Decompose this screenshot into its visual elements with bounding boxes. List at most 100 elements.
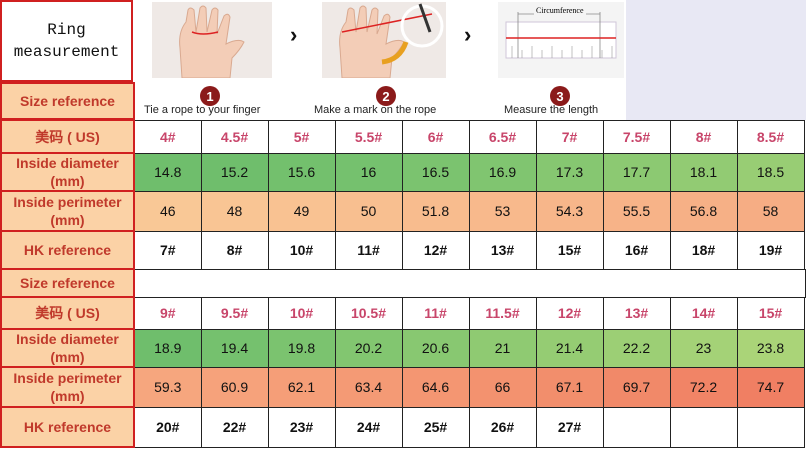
inside-diameter-label: Inside diameter (mm) [0,328,135,368]
dia-value-cell: 22.2 [602,328,671,368]
per-value-cell: 55.5 [602,190,671,232]
hk-value-cell: 24# [334,406,403,448]
table-row: Inside diameter (mm) 14.8 15.2 15.6 16 16.5 16… [0,152,805,192]
us-value-cell: 9# [133,296,202,330]
hk-value-cell [669,406,738,448]
inside-perimeter-label: Inside perimeter (mm) [0,366,135,408]
per-value-cell: 72.2 [669,366,738,408]
size-reference-row: Size reference [0,268,806,298]
dia-value-cell: 20.2 [334,328,403,368]
hk-value-cell: 11# [334,230,403,270]
title-line-1: Ring [47,21,86,39]
us-value-cell: 7.5# [602,119,671,154]
us-value-cell: 12# [535,296,604,330]
hk-value-cell: 19# [736,230,805,270]
per-value-cell: 62.1 [267,366,336,408]
per-value-cell: 49 [267,190,336,232]
marking-rope-photo [322,2,446,78]
dia-value-cell: 18.5 [736,152,805,192]
us-value-cell: 8.5# [736,119,805,154]
us-value-cell: 6# [401,119,470,154]
us-value-cell: 13# [602,296,671,330]
per-value-cell: 48 [200,190,269,232]
spacer-cell [133,268,806,298]
hk-value-cell: 27# [535,406,604,448]
header-band [626,0,806,120]
us-value-cell: 5.5# [334,119,403,154]
step-3-caption: Measure the length [504,104,599,116]
per-value-cell: 74.7 [736,366,805,408]
inside-perimeter-label: Inside perimeter (mm) [0,190,135,232]
us-size-label: 美码 ( US) [0,296,135,330]
hk-value-cell: 7# [133,230,202,270]
inside-diameter-label: Inside diameter (mm) [0,152,135,192]
dia-value-cell: 19.4 [200,328,269,368]
step-1-badge: 1 [200,86,220,106]
ruler-photo [498,2,624,78]
dia-value-cell: 17.7 [602,152,671,192]
us-value-cell: 9.5# [200,296,269,330]
table-row: 美码 ( US) 4# 4.5# 5# 5.5# 6# 6.5# 7# 7.5# 8# 8.5# [0,119,805,154]
hk-value-cell: 10# [267,230,336,270]
us-value-cell: 10# [267,296,336,330]
hk-value-cell: 25# [401,406,470,448]
hand-rope-photo [152,2,272,78]
us-value-cell: 11.5# [468,296,537,330]
chevron-right-icon: › [290,22,298,47]
us-value-cell: 5# [267,119,336,154]
us-value-cell: 7# [535,119,604,154]
per-value-cell: 46 [133,190,202,232]
table-row: HK reference 7# 8# 10# 11# 12# 13# 15# 16# 18# 19… [0,230,805,270]
us-value-cell: 10.5# [334,296,403,330]
us-value-cell: 6.5# [468,119,537,154]
per-value-cell: 56.8 [669,190,738,232]
step-2-badge: 2 [376,86,396,106]
size-table-2: 美码 ( US) 9# 9.5# 10# 10.5# 11# 11.5# 12# 13# 14#… [0,296,805,448]
hk-value-cell: 12# [401,230,470,270]
us-value-cell: 14# [669,296,738,330]
title-line-2: measurement [13,43,120,61]
dia-value-cell: 21.4 [535,328,604,368]
dia-value-cell: 18.9 [133,328,202,368]
hk-value-cell [736,406,805,448]
per-value-cell: 69.7 [602,366,671,408]
hk-value-cell: 22# [200,406,269,448]
per-value-cell: 51.8 [401,190,470,232]
hk-reference-label: HK reference [0,406,135,448]
us-value-cell: 8# [669,119,738,154]
size-reference-label: Size reference [0,268,135,298]
dia-value-cell: 16.9 [468,152,537,192]
dia-value-cell: 20.6 [401,328,470,368]
hk-value-cell [602,406,671,448]
step-3-badge: 3 [550,86,570,106]
per-value-cell: 64.6 [401,366,470,408]
size-reference-label: Size reference [0,82,135,120]
us-value-cell: 4# [133,119,202,154]
dia-value-cell: 14.8 [133,152,202,192]
ruler-label: Circumference [534,6,586,15]
hk-value-cell: 20# [133,406,202,448]
hk-value-cell: 13# [468,230,537,270]
step-1-caption: Tie a rope to your finger [144,104,261,116]
hk-value-cell: 23# [267,406,336,448]
title-cell: Ring measurement [0,0,133,82]
dia-value-cell: 15.6 [267,152,336,192]
dia-value-cell: 23.8 [736,328,805,368]
dia-value-cell: 21 [468,328,537,368]
hk-value-cell: 8# [200,230,269,270]
table-row: HK reference 20# 22# 23# 24# 25# 26# 27# [0,406,805,448]
per-value-cell: 59.3 [133,366,202,408]
size-table-1: 美码 ( US) 4# 4.5# 5# 5.5# 6# 6.5# 7# 7.5# 8# 8.5# … [0,119,805,270]
hk-value-cell: 16# [602,230,671,270]
dia-value-cell: 23 [669,328,738,368]
measurement-steps: › › Circumference 1 Tie a rope to your f… [136,0,626,120]
us-value-cell: 4.5# [200,119,269,154]
per-value-cell: 63.4 [334,366,403,408]
table-row: Inside perimeter (mm) 46 48 49 50 51.8 53 54.3 5… [0,190,805,232]
per-value-cell: 50 [334,190,403,232]
dia-value-cell: 17.3 [535,152,604,192]
per-value-cell: 53 [468,190,537,232]
table-row: Inside perimeter (mm) 59.3 60.9 62.1 63.4 64.… [0,366,805,408]
per-value-cell: 58 [736,190,805,232]
us-size-label: 美码 ( US) [0,119,135,154]
